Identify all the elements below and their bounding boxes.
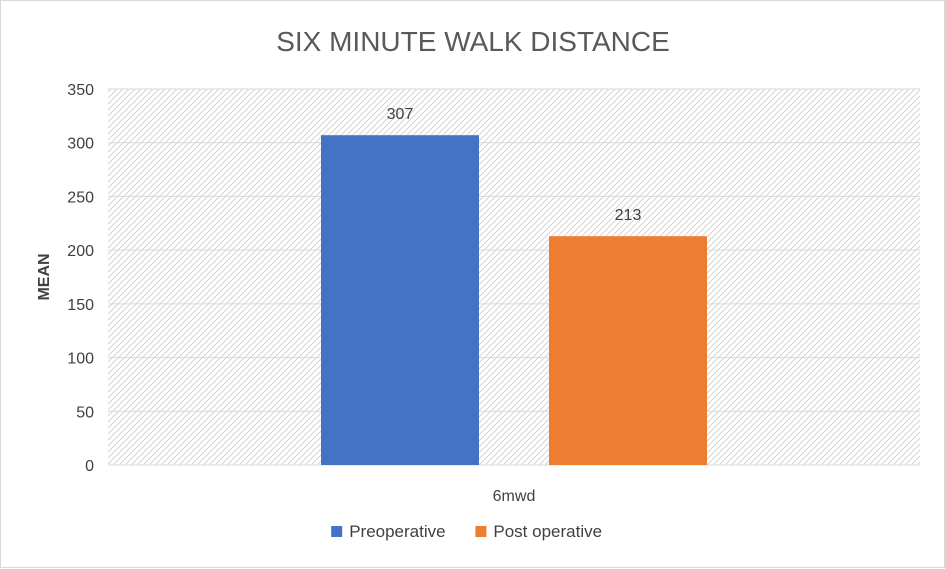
bar-preoperative bbox=[321, 135, 479, 466]
bars bbox=[321, 135, 707, 466]
chart-title: SIX MINUTE WALK DISTANCE bbox=[276, 26, 670, 57]
y-tick-label: 250 bbox=[67, 189, 94, 206]
legend-swatch bbox=[475, 526, 487, 537]
data-label: 213 bbox=[615, 207, 642, 224]
y-tick-label: 150 bbox=[67, 297, 94, 314]
legend-label: Preoperative bbox=[349, 522, 445, 541]
data-labels: 307 213 bbox=[387, 106, 642, 224]
y-tick-label: 100 bbox=[67, 351, 94, 368]
y-tick-label: 200 bbox=[67, 243, 94, 260]
data-label: 307 bbox=[387, 106, 414, 123]
legend-swatch bbox=[331, 526, 343, 537]
y-axis-ticks: 0 50 100 150 200 250 300 350 bbox=[67, 82, 94, 475]
gridlines bbox=[108, 88, 920, 466]
y-tick-label: 300 bbox=[67, 136, 94, 153]
x-tick-label: 6mwd bbox=[493, 488, 536, 505]
legend-label: Post operative bbox=[493, 522, 602, 541]
y-tick-label: 350 bbox=[67, 82, 94, 99]
x-axis-ticks: 6mwd bbox=[493, 488, 536, 505]
y-tick-label: 0 bbox=[85, 458, 94, 475]
plot-area bbox=[108, 89, 920, 465]
bar-post-operative bbox=[549, 236, 707, 465]
legend: Preoperative Post operative bbox=[331, 522, 602, 541]
y-tick-label: 50 bbox=[76, 404, 94, 421]
y-axis-title: MEAN bbox=[36, 253, 53, 300]
